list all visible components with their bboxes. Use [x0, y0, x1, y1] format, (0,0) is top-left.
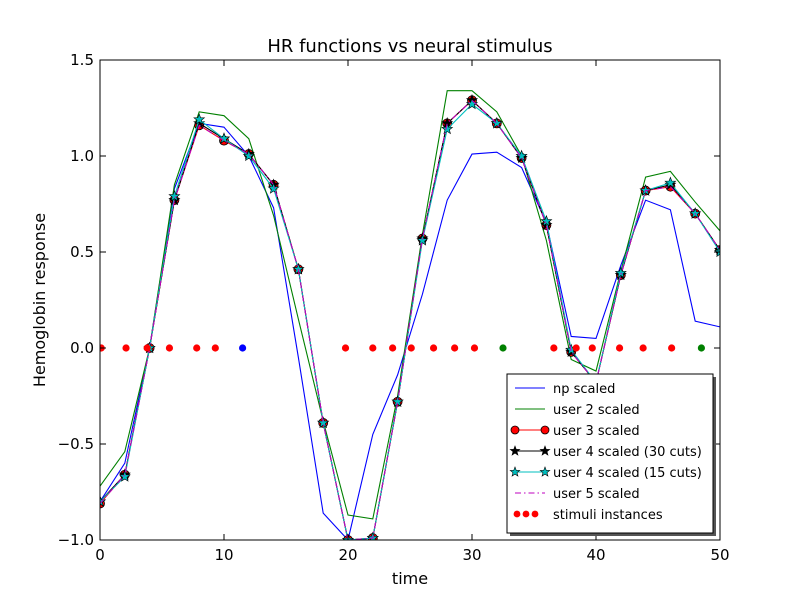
legend-entry: user 3 scaled — [510, 424, 640, 439]
x-tick-label: 40 — [586, 546, 605, 564]
y-tick-label: 1.0 — [70, 147, 94, 165]
series-6 — [100, 99, 720, 540]
legend-entry: user 4 scaled (30 cuts) — [509, 445, 702, 460]
stimulus-point — [451, 344, 459, 352]
legend-label: user 4 scaled (30 cuts) — [553, 445, 702, 460]
stimulus-point — [470, 344, 479, 352]
stimulus-point — [122, 344, 130, 352]
x-tick-label: 10 — [214, 546, 233, 564]
legend-entry: user 4 scaled (15 cuts) — [509, 466, 702, 481]
data-point — [168, 189, 181, 202]
stimulus-point — [407, 344, 415, 352]
legend-label: user 5 scaled — [553, 487, 640, 502]
stimulus-point — [211, 344, 219, 352]
legend-marker — [509, 466, 521, 477]
legend-box — [506, 373, 714, 534]
data-point — [614, 266, 627, 279]
series-2 — [100, 90, 720, 520]
y-tick-label: −1.0 — [58, 531, 94, 549]
y-axis-label: Hemoglobin response — [30, 213, 49, 387]
stimulus-point — [143, 344, 151, 352]
chart-title: HR functions vs neural stimulus — [267, 36, 552, 57]
legend-marker — [522, 510, 530, 518]
data-point — [465, 97, 479, 110]
plot-frame — [99, 59, 721, 541]
legend-marker — [513, 510, 521, 518]
stimulus-point — [389, 344, 397, 352]
data-point — [540, 214, 553, 227]
stimulus-point — [588, 344, 596, 352]
legend-label: user 4 scaled (15 cuts) — [553, 466, 702, 481]
legend-marker — [539, 445, 551, 456]
legend-label: np scaled — [553, 382, 615, 397]
legend-marker — [509, 445, 521, 456]
y-tick-label: 1.5 — [70, 51, 94, 69]
stimulus-point — [639, 344, 647, 352]
stimulus-point — [193, 344, 201, 352]
legend-marker — [540, 425, 550, 435]
stimulus-point — [341, 344, 350, 352]
x-axis-label: time — [392, 569, 428, 588]
x-tick-label: 50 — [710, 546, 729, 564]
legend: np scaled user 2 scaled user 3 scaled user … — [506, 373, 716, 536]
stimulus-point — [615, 344, 624, 352]
series-5 — [100, 97, 720, 540]
axis-ticks: 0 10 20 30 40 50 −1.0 −0.5 0.0 0.5 1.0 1.5 — [58, 51, 730, 564]
y-tick-label: 0.5 — [70, 243, 94, 261]
data-point — [193, 113, 206, 125]
x-tick-label: 30 — [462, 546, 481, 564]
stimulus-point — [697, 344, 706, 352]
legend-entry: user 2 scaled — [515, 403, 640, 418]
x-tick-label: 0 — [95, 546, 105, 564]
plot-area — [100, 90, 720, 540]
data-point — [242, 149, 255, 162]
legend-entry: stimuli instances — [513, 508, 663, 523]
stimulus-point — [668, 344, 676, 352]
y-tick-label: −0.5 — [58, 435, 94, 453]
stimulus-point — [369, 344, 377, 352]
y-tick-label: 0.0 — [70, 339, 94, 357]
data-point — [267, 182, 280, 194]
stimulus-point — [239, 344, 247, 352]
series-line — [100, 99, 720, 540]
x-tick-label: 20 — [338, 546, 357, 564]
stimulus-point — [572, 344, 580, 352]
data-point — [490, 117, 503, 129]
data-point — [416, 234, 429, 246]
series-line — [100, 90, 720, 520]
legend-label: user 2 scaled — [553, 403, 640, 418]
legend-entry: np scaled — [515, 382, 615, 397]
stimulus-point — [429, 344, 438, 352]
stimulus-point — [550, 344, 558, 352]
legend-marker — [539, 466, 551, 477]
data-point — [664, 176, 677, 189]
stimulus-point — [499, 344, 507, 352]
legend-label: stimuli instances — [553, 508, 663, 523]
data-point — [713, 245, 720, 258]
legend-marker — [531, 510, 539, 518]
data-point — [217, 132, 231, 144]
stimulus-point — [165, 344, 174, 352]
data-point — [118, 470, 131, 482]
data-point — [441, 122, 454, 135]
stimuli-points — [100, 344, 706, 352]
legend-entry: user 5 scaled — [515, 487, 640, 502]
legend-label: user 3 scaled — [553, 424, 640, 439]
legend-marker — [510, 425, 520, 435]
